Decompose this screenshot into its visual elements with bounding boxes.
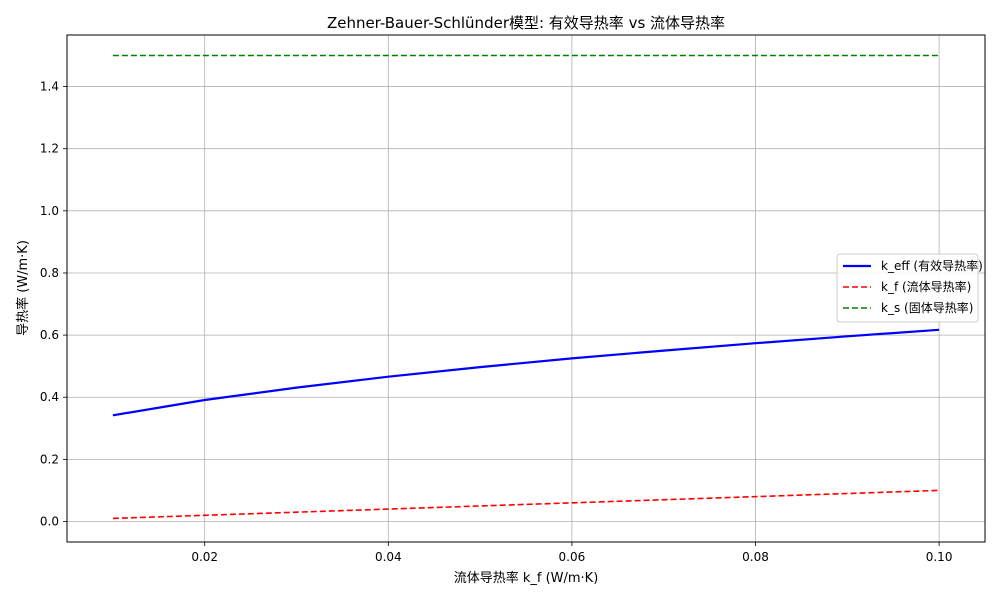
series-lines (112, 54, 940, 520)
y-axis-label: 导热率 (W/m·K) (15, 240, 31, 336)
x-tick-label: 0.04 (375, 550, 402, 564)
y-tick-label: 1.2 (40, 142, 59, 156)
series-line-2 (112, 489, 940, 520)
y-tick-label: 0.8 (40, 266, 59, 280)
y-tick-label: 0.0 (40, 514, 59, 528)
legend: k_eff (有效导热率) k_f (流体导热率) k_s (固体导热率) (836, 253, 983, 323)
y-tick-label: 1.0 (40, 204, 59, 218)
series-line-1 (112, 328, 940, 417)
y-tick-label: 1.4 (40, 80, 59, 94)
plot-frame (66, 34, 986, 543)
x-axis-label: 流体导热率 k_f (W/m·K) (454, 570, 599, 586)
x-tick-label: 0.02 (191, 550, 218, 564)
legend-label: k_s (固体导热率) (881, 300, 973, 315)
legend-box (836, 253, 979, 323)
x-tick-label: 0.06 (559, 550, 586, 564)
x-tick-label: 0.08 (742, 550, 769, 564)
y-tick-label: 0.6 (40, 328, 59, 342)
x-axis-ticks: 0.02 0.04 0.06 0.08 0.10 (191, 542, 952, 564)
y-axis-ticks: 0.0 0.2 0.4 0.6 0.8 1.0 1.2 1.4 (40, 80, 67, 528)
x-tick-label: 0.10 (926, 550, 953, 564)
y-tick-label: 0.2 (40, 452, 59, 466)
legend-label: k_eff (有效导热率) (881, 258, 983, 273)
chart-title: Zehner-Bauer-Schlünder模型: 有效导热率 vs 流体导热率 (327, 14, 725, 32)
legend-label: k_f (流体导热率) (881, 279, 971, 294)
y-tick-label: 0.4 (40, 390, 59, 404)
